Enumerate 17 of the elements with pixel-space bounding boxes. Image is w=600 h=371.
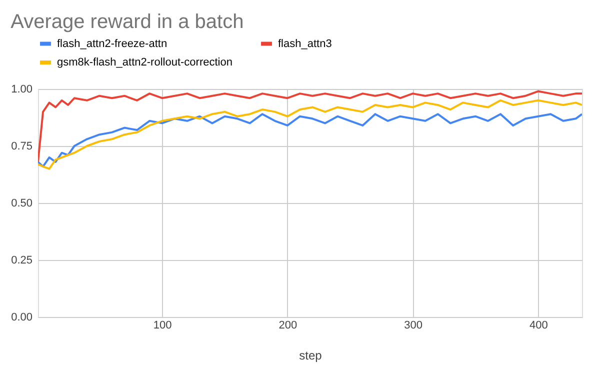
legend-label: flash_attn3 xyxy=(278,38,332,50)
y-tick-label: 1.00 xyxy=(11,84,32,96)
x-tick-label: 100 xyxy=(153,320,172,332)
y-tick-label: 0.00 xyxy=(11,312,32,324)
x-tick-label: 400 xyxy=(529,320,548,332)
x-tick-label: 200 xyxy=(278,320,298,332)
line-series xyxy=(38,90,582,163)
x-axis-title: step xyxy=(299,348,322,362)
y-tick-label: 0.50 xyxy=(11,198,32,210)
line-series xyxy=(38,99,582,170)
line-series xyxy=(38,113,582,168)
legend-label: gsm8k-flash_attn2-rollout-correction xyxy=(57,56,232,68)
chart-title: Average reward in a batch xyxy=(10,11,244,33)
legend-label: flash_attn2-freeze-attn xyxy=(57,38,168,50)
y-tick-label: 0.25 xyxy=(11,254,32,266)
x-tick-label: 300 xyxy=(404,320,422,332)
y-tick-label: 0.75 xyxy=(11,140,32,152)
